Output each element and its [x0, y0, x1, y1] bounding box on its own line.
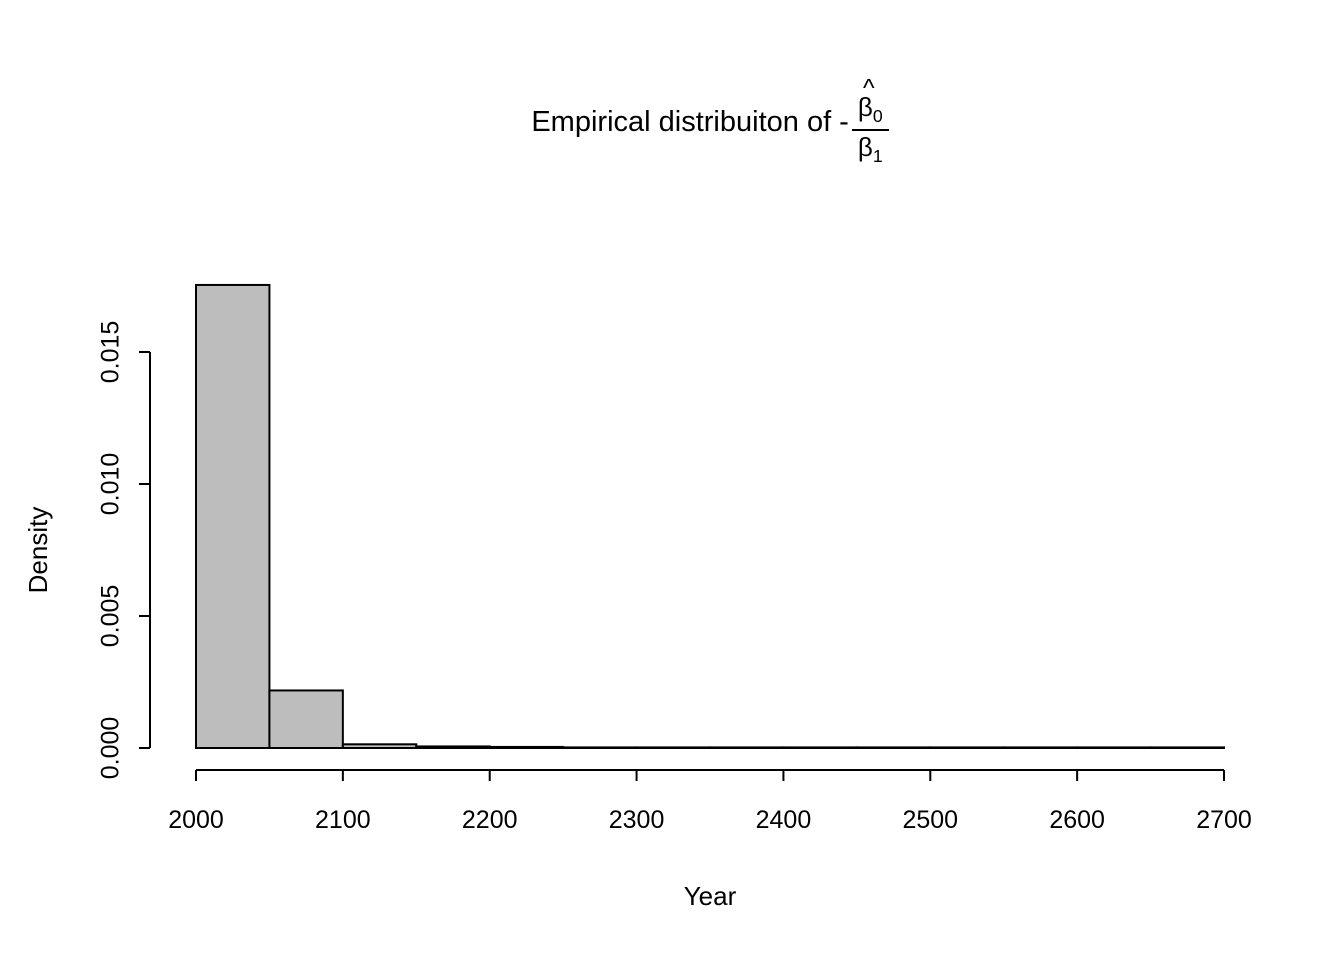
chart-title: Empirical distribuiton of - ^ β0 β1 — [196, 62, 1224, 182]
histogram-bar — [1149, 746, 1225, 750]
chart-title-text: Empirical distribuiton of - — [531, 105, 849, 138]
x-axis-tick-label: 2000 — [168, 806, 224, 834]
histogram-bar — [1002, 746, 1079, 750]
beta-symbol-numerator: β — [857, 92, 873, 123]
histogram-bar — [1076, 746, 1152, 750]
beta-symbol-denominator: β — [857, 132, 873, 162]
histogram-bar — [488, 745, 565, 749]
numerator-subscript: 0 — [872, 106, 883, 127]
title-fraction: ^ β0 β1 — [851, 76, 889, 166]
y-axis-tick-label: 0.000 — [97, 717, 125, 780]
x-axis-tick-label: 2200 — [462, 806, 518, 834]
hat-accent: ^ — [863, 75, 875, 103]
y-axis-title: Density — [23, 507, 53, 594]
histogram-bar — [341, 743, 418, 750]
x-axis-tick-label: 2300 — [609, 806, 665, 834]
denominator-subscript: 1 — [872, 146, 883, 167]
histogram-bar — [268, 689, 344, 749]
fraction-denominator: β1 — [852, 131, 889, 166]
x-axis-tick-label: 2400 — [756, 806, 812, 834]
histogram-bar — [562, 746, 638, 750]
x-axis-tick-label: 2500 — [902, 806, 958, 834]
x-axis-tick-label: 2100 — [315, 806, 371, 834]
y-axis-tick-label: 0.005 — [97, 585, 125, 648]
y-axis-tick-label: 0.010 — [97, 453, 125, 516]
histogram-bar — [855, 746, 932, 750]
x-axis-tick-label: 2600 — [1049, 806, 1105, 834]
histogram-bar — [415, 745, 491, 750]
beta-hat: ^ β0 — [857, 76, 883, 127]
fraction-numerator: ^ β0 — [851, 76, 889, 131]
x-axis-tick-label: 2700 — [1196, 806, 1252, 834]
x-axis-title: Year — [684, 881, 737, 911]
histogram-bar — [635, 746, 711, 750]
y-axis-tick-label: 0.015 — [97, 321, 125, 384]
histogram-bar — [709, 746, 785, 750]
histogram-bar — [929, 746, 1005, 750]
histogram-bar — [195, 283, 271, 749]
histogram-bar — [782, 746, 858, 750]
